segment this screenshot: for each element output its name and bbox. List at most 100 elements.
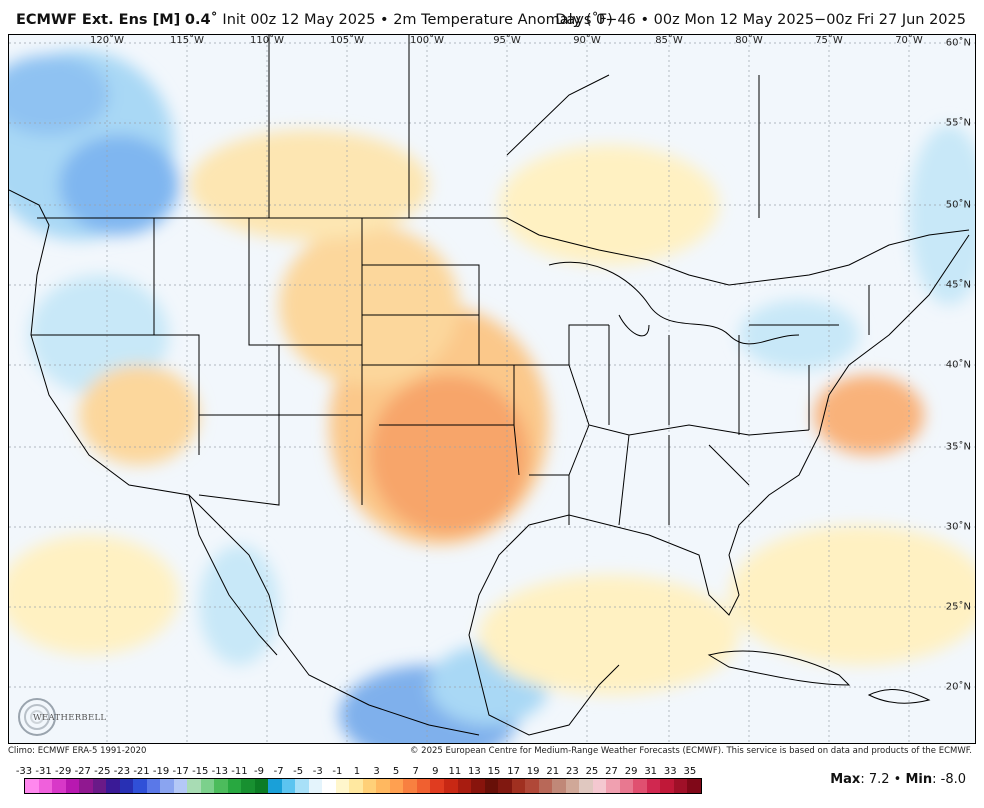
copyright-note: © 2025 European Centre for Medium-Range … <box>409 746 972 756</box>
scale-tick-label: -31 <box>35 766 52 777</box>
scale-swatch <box>133 779 147 793</box>
scale-tick-label: -33 <box>15 766 33 777</box>
scale-tick-label: 31 <box>644 766 658 777</box>
logo-text: WEATHERBELL <box>33 713 107 723</box>
scale-tick-label: 1 <box>353 766 361 777</box>
scale-swatch <box>484 779 499 793</box>
scale-tick-label: 25 <box>585 766 599 777</box>
scale-tick-label: 11 <box>448 766 462 777</box>
scale-tick-label: -3 <box>312 766 323 777</box>
weatherbell-logo: WEATHERBELL <box>15 695 106 739</box>
logo-swirl-icon <box>18 698 56 736</box>
scale-swatch <box>646 779 661 793</box>
scale-swatch <box>552 779 566 793</box>
lat-label-40n: 40˚N <box>945 359 971 371</box>
lon-label-70w: 70˚W <box>895 35 923 46</box>
scale-swatch <box>498 779 512 793</box>
scale-swatch <box>457 779 472 793</box>
scale-swatch <box>606 779 620 793</box>
scale-swatch <box>376 779 390 793</box>
lon-label-100w: 100˚W <box>410 35 444 46</box>
init-text: Init 00z 12 May 2025 • 2m Temperature An… <box>222 12 613 28</box>
scale-swatch <box>335 779 350 793</box>
scale-swatch <box>538 779 553 793</box>
scale-swatch <box>579 779 593 793</box>
lon-label-80w: 80˚W <box>735 35 763 46</box>
scale-swatch <box>430 779 444 793</box>
scale-bar <box>24 778 702 794</box>
scale-tick-label: -29 <box>54 766 72 777</box>
scale-tick-label: 17 <box>507 766 520 777</box>
scale-tick-label: 3 <box>373 766 380 777</box>
scale-tick-label: 5 <box>392 766 400 777</box>
lat-label-25n: 25˚N <box>945 601 971 613</box>
scale-tick-label: 19 <box>526 766 540 777</box>
scale-tick-label: 27 <box>605 766 618 777</box>
scale-swatch <box>268 779 282 793</box>
lon-label-75w: 75˚W <box>815 35 843 46</box>
scale-swatch <box>619 779 634 793</box>
scale-swatch <box>633 779 647 793</box>
scale-tick-label: -7 <box>273 766 284 777</box>
scale-tick-label: -15 <box>192 766 209 777</box>
scale-swatch <box>25 779 39 793</box>
scale-tick-label: 7 <box>412 766 419 777</box>
scale-tick-label: -19 <box>152 766 170 777</box>
scale-swatch <box>687 779 701 793</box>
lon-label-105w: 105˚W <box>330 35 364 46</box>
scale-tick-label: -9 <box>254 766 264 777</box>
scale-swatch <box>389 779 404 793</box>
scale-swatch <box>187 779 201 793</box>
max-label: Max <box>830 772 861 787</box>
anomaly-field <box>9 50 975 743</box>
scale-tick-label: -21 <box>133 766 150 777</box>
boundaries <box>9 35 970 736</box>
scale-swatch <box>565 779 580 793</box>
header: ECMWF Ext. Ens [M] 0.4˚ Init 00z 12 May … <box>0 0 984 34</box>
scale-tick-label: -11 <box>231 766 248 777</box>
lat-label-20n: 20˚N <box>945 681 971 693</box>
scale-swatch <box>38 779 53 793</box>
resolution-label: 0.4˚ <box>184 12 218 28</box>
lat-label-50n: 50˚N <box>945 199 971 211</box>
graticule <box>9 35 975 743</box>
scale-swatch <box>254 779 269 793</box>
lat-label-60n: 60˚N <box>945 37 971 49</box>
min-value: -8.0 <box>940 772 966 787</box>
lon-label-90w: 90˚W <box>573 35 601 46</box>
scale-swatch <box>416 779 431 793</box>
scale-swatch <box>673 779 688 793</box>
lat-label-55n: 55˚N <box>945 117 971 129</box>
lat-label-45n: 45˚N <box>945 279 971 291</box>
scale-swatch <box>511 779 526 793</box>
scale-swatch <box>160 779 174 793</box>
model-name: ECMWF Ext. Ens [M] <box>16 12 181 28</box>
valid-range: Days 0−46 • 00z Mon 12 May 2025−00z Fri … <box>555 12 966 28</box>
scale-swatch <box>295 779 309 793</box>
lon-label-110w: 110˚W <box>250 35 284 46</box>
climo-note: Climo: ECMWF ERA-5 1991-2020 <box>8 746 147 756</box>
scale-swatch <box>227 779 242 793</box>
color-scale: -33 -31 -29 -27 -25 -23 -21 -19 -17 -15 -13 -11 -9 -7… <box>14 766 704 796</box>
lat-label-30n: 30˚N <box>945 521 971 533</box>
lon-label-115w: 115˚W <box>170 35 204 46</box>
scale-tick-label: 33 <box>663 766 677 777</box>
scale-tick-label: 35 <box>683 766 697 777</box>
scale-swatch <box>65 779 80 793</box>
map-title: ECMWF Ext. Ens [M] 0.4˚ Init 00z 12 May … <box>16 12 613 28</box>
scale-swatch <box>281 779 296 793</box>
scale-swatch <box>308 779 323 793</box>
scale-swatch <box>52 779 66 793</box>
scale-tick-label: -5 <box>293 766 304 777</box>
anomaly-map: 120˚W 115˚W 110˚W 105˚W 100˚W 95˚W 90˚W … <box>8 34 976 744</box>
scale-swatch <box>443 779 458 793</box>
scale-swatch <box>362 779 377 793</box>
lon-label-85w: 85˚W <box>655 35 683 46</box>
scale-swatch <box>79 779 93 793</box>
scale-tick-label: 21 <box>546 766 560 777</box>
scale-swatch <box>322 779 336 793</box>
max-min-stats: Max: 7.2 • Min: -8.0 <box>830 772 966 787</box>
scale-swatch <box>592 779 607 793</box>
scale-tick-label: -23 <box>113 766 131 777</box>
scale-tick-label: -25 <box>94 766 111 777</box>
